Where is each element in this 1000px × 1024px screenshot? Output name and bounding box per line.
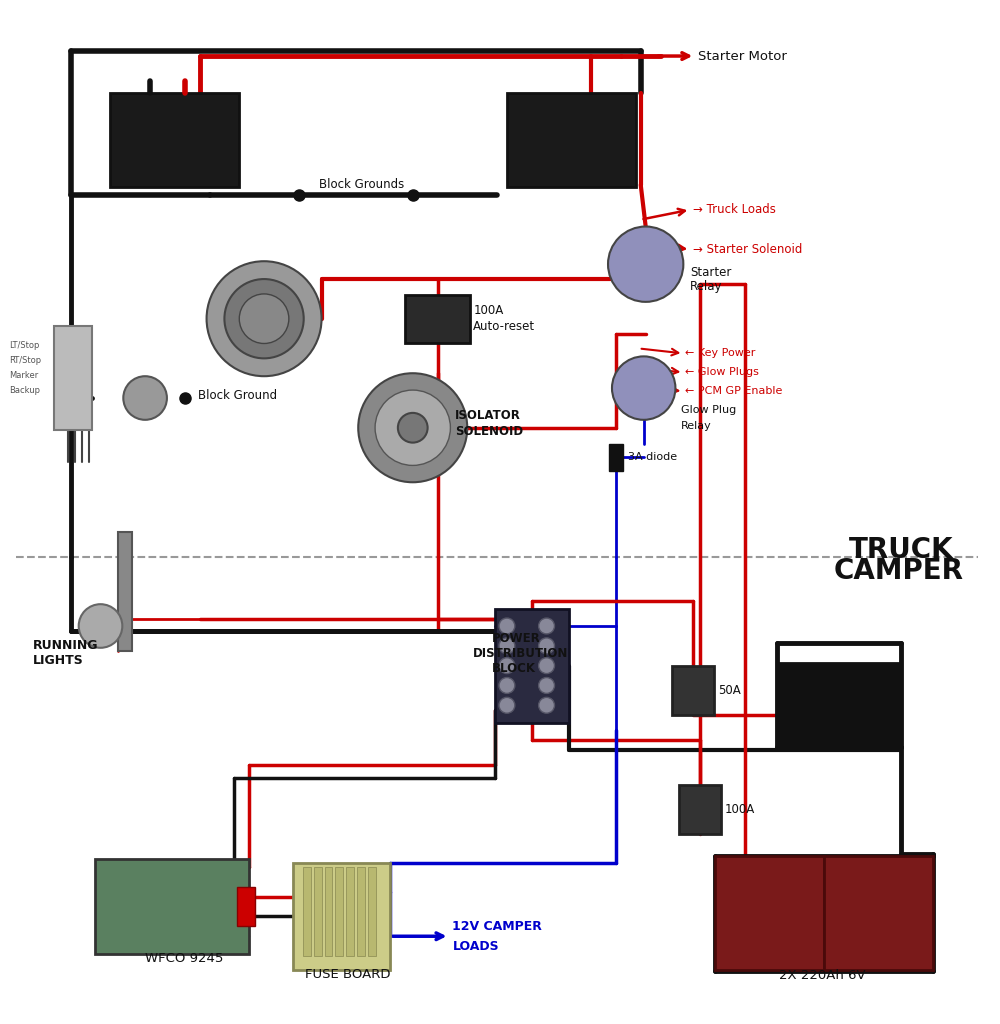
Circle shape bbox=[358, 373, 467, 482]
Bar bbox=[715, 856, 824, 971]
Text: ← PCM GP Enable: ← PCM GP Enable bbox=[685, 386, 783, 396]
Text: 50A: 50A bbox=[718, 684, 741, 697]
Circle shape bbox=[539, 678, 554, 693]
Bar bbox=[237, 887, 255, 927]
Circle shape bbox=[398, 413, 428, 442]
Text: Relay: Relay bbox=[690, 281, 723, 294]
Circle shape bbox=[239, 294, 289, 343]
Circle shape bbox=[499, 678, 515, 693]
Circle shape bbox=[499, 618, 515, 634]
Text: Starter: Starter bbox=[690, 265, 732, 279]
Circle shape bbox=[123, 376, 167, 420]
Bar bbox=[335, 867, 343, 956]
Text: RUNNING
LIGHTS: RUNNING LIGHTS bbox=[33, 639, 99, 667]
Circle shape bbox=[499, 697, 515, 714]
Text: Glow Plug: Glow Plug bbox=[681, 404, 737, 415]
Text: RT/Stop: RT/Stop bbox=[9, 356, 41, 365]
Bar bbox=[368, 867, 376, 956]
Text: LOADS: LOADS bbox=[452, 940, 499, 952]
Text: ← Glow Plugs: ← Glow Plugs bbox=[685, 368, 759, 377]
Text: POWER: POWER bbox=[492, 633, 541, 645]
Text: Starter Motor: Starter Motor bbox=[698, 49, 787, 62]
Bar bbox=[672, 666, 714, 715]
Bar bbox=[346, 867, 354, 956]
Text: Block Ground: Block Ground bbox=[198, 388, 277, 401]
Circle shape bbox=[249, 304, 279, 334]
Text: 2X 220Ah 6V: 2X 220Ah 6V bbox=[779, 970, 866, 982]
Bar bbox=[507, 93, 636, 187]
Text: Block Grounds: Block Grounds bbox=[319, 178, 404, 191]
Bar bbox=[777, 664, 901, 748]
Text: Relay: Relay bbox=[681, 421, 712, 431]
Text: ISOLATOR: ISOLATOR bbox=[455, 410, 521, 422]
Bar bbox=[824, 856, 933, 971]
Text: Marker: Marker bbox=[9, 371, 39, 380]
Text: 100A: 100A bbox=[473, 304, 503, 317]
Bar bbox=[118, 531, 132, 651]
Bar bbox=[609, 443, 623, 471]
Text: BLOCK: BLOCK bbox=[492, 663, 536, 675]
Circle shape bbox=[224, 280, 304, 358]
Text: 12V CAMPER: 12V CAMPER bbox=[452, 920, 542, 933]
Circle shape bbox=[612, 356, 675, 420]
Text: SOLENOID: SOLENOID bbox=[455, 425, 523, 438]
Text: Auto-reset: Auto-reset bbox=[473, 321, 535, 333]
Text: TRUCK: TRUCK bbox=[849, 536, 954, 563]
Circle shape bbox=[539, 638, 554, 653]
Text: ← Key Power: ← Key Power bbox=[685, 348, 756, 358]
Text: WFCO 9245: WFCO 9245 bbox=[145, 951, 223, 965]
Text: 115Ah 12V: 115Ah 12V bbox=[807, 740, 881, 754]
Circle shape bbox=[79, 604, 122, 648]
Bar bbox=[679, 784, 721, 835]
Bar bbox=[405, 295, 470, 342]
Text: 100A: 100A bbox=[725, 803, 755, 816]
Bar bbox=[293, 863, 390, 970]
Bar bbox=[95, 859, 249, 953]
Bar bbox=[314, 867, 322, 956]
Text: 3A diode: 3A diode bbox=[628, 453, 677, 463]
Circle shape bbox=[539, 657, 554, 674]
Circle shape bbox=[499, 638, 515, 653]
Bar bbox=[325, 867, 332, 956]
Text: DISTRIBUTION: DISTRIBUTION bbox=[473, 647, 569, 660]
Circle shape bbox=[375, 390, 450, 466]
Bar bbox=[110, 93, 239, 187]
Bar bbox=[54, 327, 92, 430]
Bar bbox=[357, 867, 365, 956]
Text: → Truck Loads: → Truck Loads bbox=[693, 203, 776, 216]
Text: → Starter Solenoid: → Starter Solenoid bbox=[693, 243, 803, 256]
Bar bbox=[495, 608, 569, 723]
Circle shape bbox=[608, 226, 683, 302]
Bar bbox=[303, 867, 311, 956]
Text: FUSE BOARD: FUSE BOARD bbox=[305, 969, 390, 981]
Text: CAMPER: CAMPER bbox=[834, 557, 964, 586]
Circle shape bbox=[539, 697, 554, 714]
Circle shape bbox=[499, 657, 515, 674]
Circle shape bbox=[207, 261, 322, 376]
Text: LT/Stop: LT/Stop bbox=[9, 341, 40, 350]
Circle shape bbox=[539, 618, 554, 634]
Text: Backup: Backup bbox=[9, 386, 40, 394]
